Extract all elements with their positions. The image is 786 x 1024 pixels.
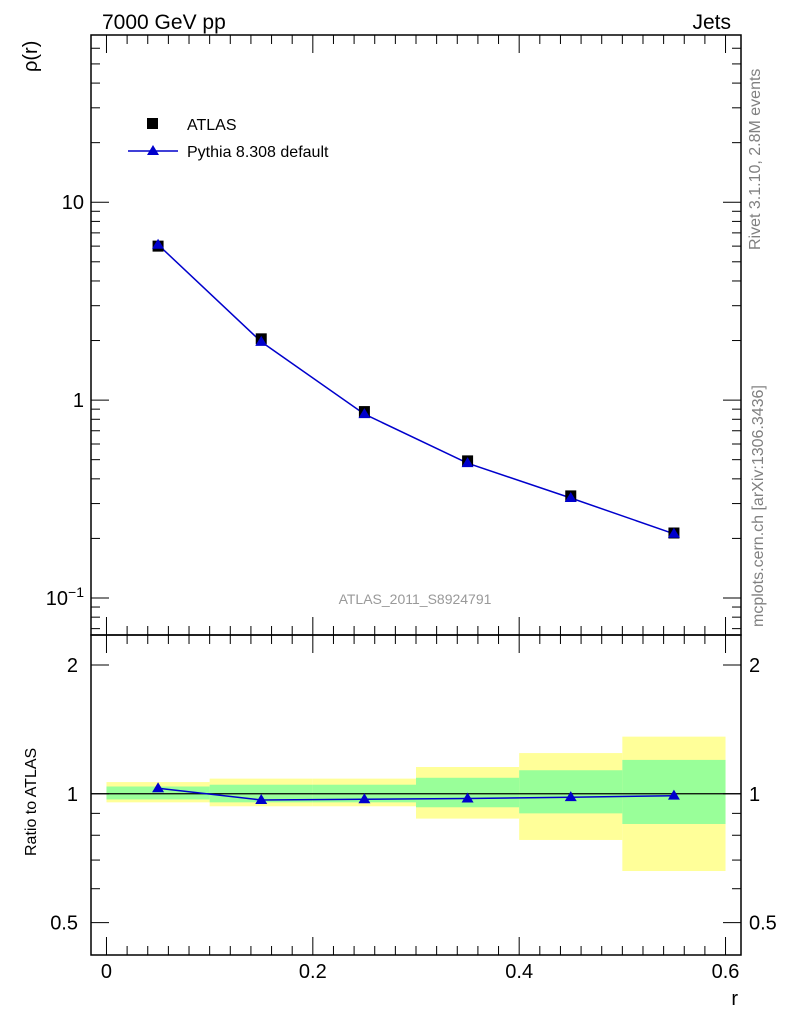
main-panel: 10−1 1 10 ρ(r) ATLAS_2011_S8924791 ATLAS P… (20, 34, 742, 636)
ratio-y-tick-label-right: 0.5 (749, 913, 777, 935)
x-tick-label: 0 (101, 961, 112, 983)
main-series (152, 238, 680, 539)
ratio-frame (90, 634, 742, 956)
x-tick-label: 0.4 (505, 961, 533, 983)
pythia-point (667, 527, 680, 538)
x-tick-label: 0.6 (712, 961, 740, 983)
pythia-point (461, 457, 474, 468)
ratio-y-axis-label: Ratio to ATLAS (23, 748, 40, 856)
legend-atlas-label: ATLAS (187, 117, 237, 134)
watermark: ATLAS_2011_S8924791 (339, 591, 492, 607)
ratio-bands (106, 736, 726, 872)
ratio-pythia-point (667, 789, 680, 800)
legend-pythia-marker (147, 145, 159, 155)
legend: ATLAS Pythia 8.308 default (128, 117, 329, 161)
ratio-pythia-point (564, 791, 577, 802)
mcplots-label: mcplots.cern.ch [arXiv:1306.3436] (750, 385, 767, 627)
ratio-axis-ticks: 0.5 0.5 1 1 2 2 0 0.2 0.4 0.6 (50, 635, 777, 983)
header-left: 7000 GeV pp (102, 11, 226, 34)
ratio-y-tick-label-left: 2 (67, 655, 78, 677)
pythia-point (564, 492, 577, 503)
main-axis-ticks: 10−1 1 10 (46, 34, 741, 635)
main-y-axis-label: ρ(r) (20, 41, 42, 72)
pythia-point (255, 335, 268, 346)
ratio-pythia-point (461, 792, 474, 803)
ratio-panel: 0.5 0.5 1 1 2 2 0 0.2 0.4 0.6 Ratio to ATLAS r (23, 634, 777, 1010)
ratio-series (152, 782, 680, 805)
main-y-tick-label: 10 (62, 192, 84, 214)
legend-atlas-marker (147, 118, 158, 129)
ratio-y-tick-label-right: 2 (749, 655, 760, 677)
ratio-pythia-point (358, 793, 371, 804)
x-tick-label: 0.2 (299, 961, 327, 983)
ratio-pythia-line (158, 787, 674, 801)
main-y-tick-label: 10−1 (46, 584, 84, 610)
ratio-pythia-point (255, 794, 268, 805)
rivet-label: Rivet 3.1.10, 2.8M events (747, 69, 764, 250)
pythia-point (152, 238, 165, 249)
ratio-pythia-point (152, 782, 165, 793)
main-y-tick-label: 1 (73, 390, 84, 412)
pythia-point (358, 408, 371, 419)
ratio-y-tick-label-left: 0.5 (50, 913, 78, 935)
header-right: Jets (692, 11, 731, 34)
pythia-line (157, 244, 675, 535)
ratio-band-inner (106, 786, 210, 800)
ratio-y-tick-label-left: 1 (67, 784, 78, 806)
legend-pythia-label: Pythia 8.308 default (187, 144, 329, 161)
ratio-y-tick-label-right: 1 (749, 784, 760, 806)
x-axis-label: r (731, 988, 738, 1010)
